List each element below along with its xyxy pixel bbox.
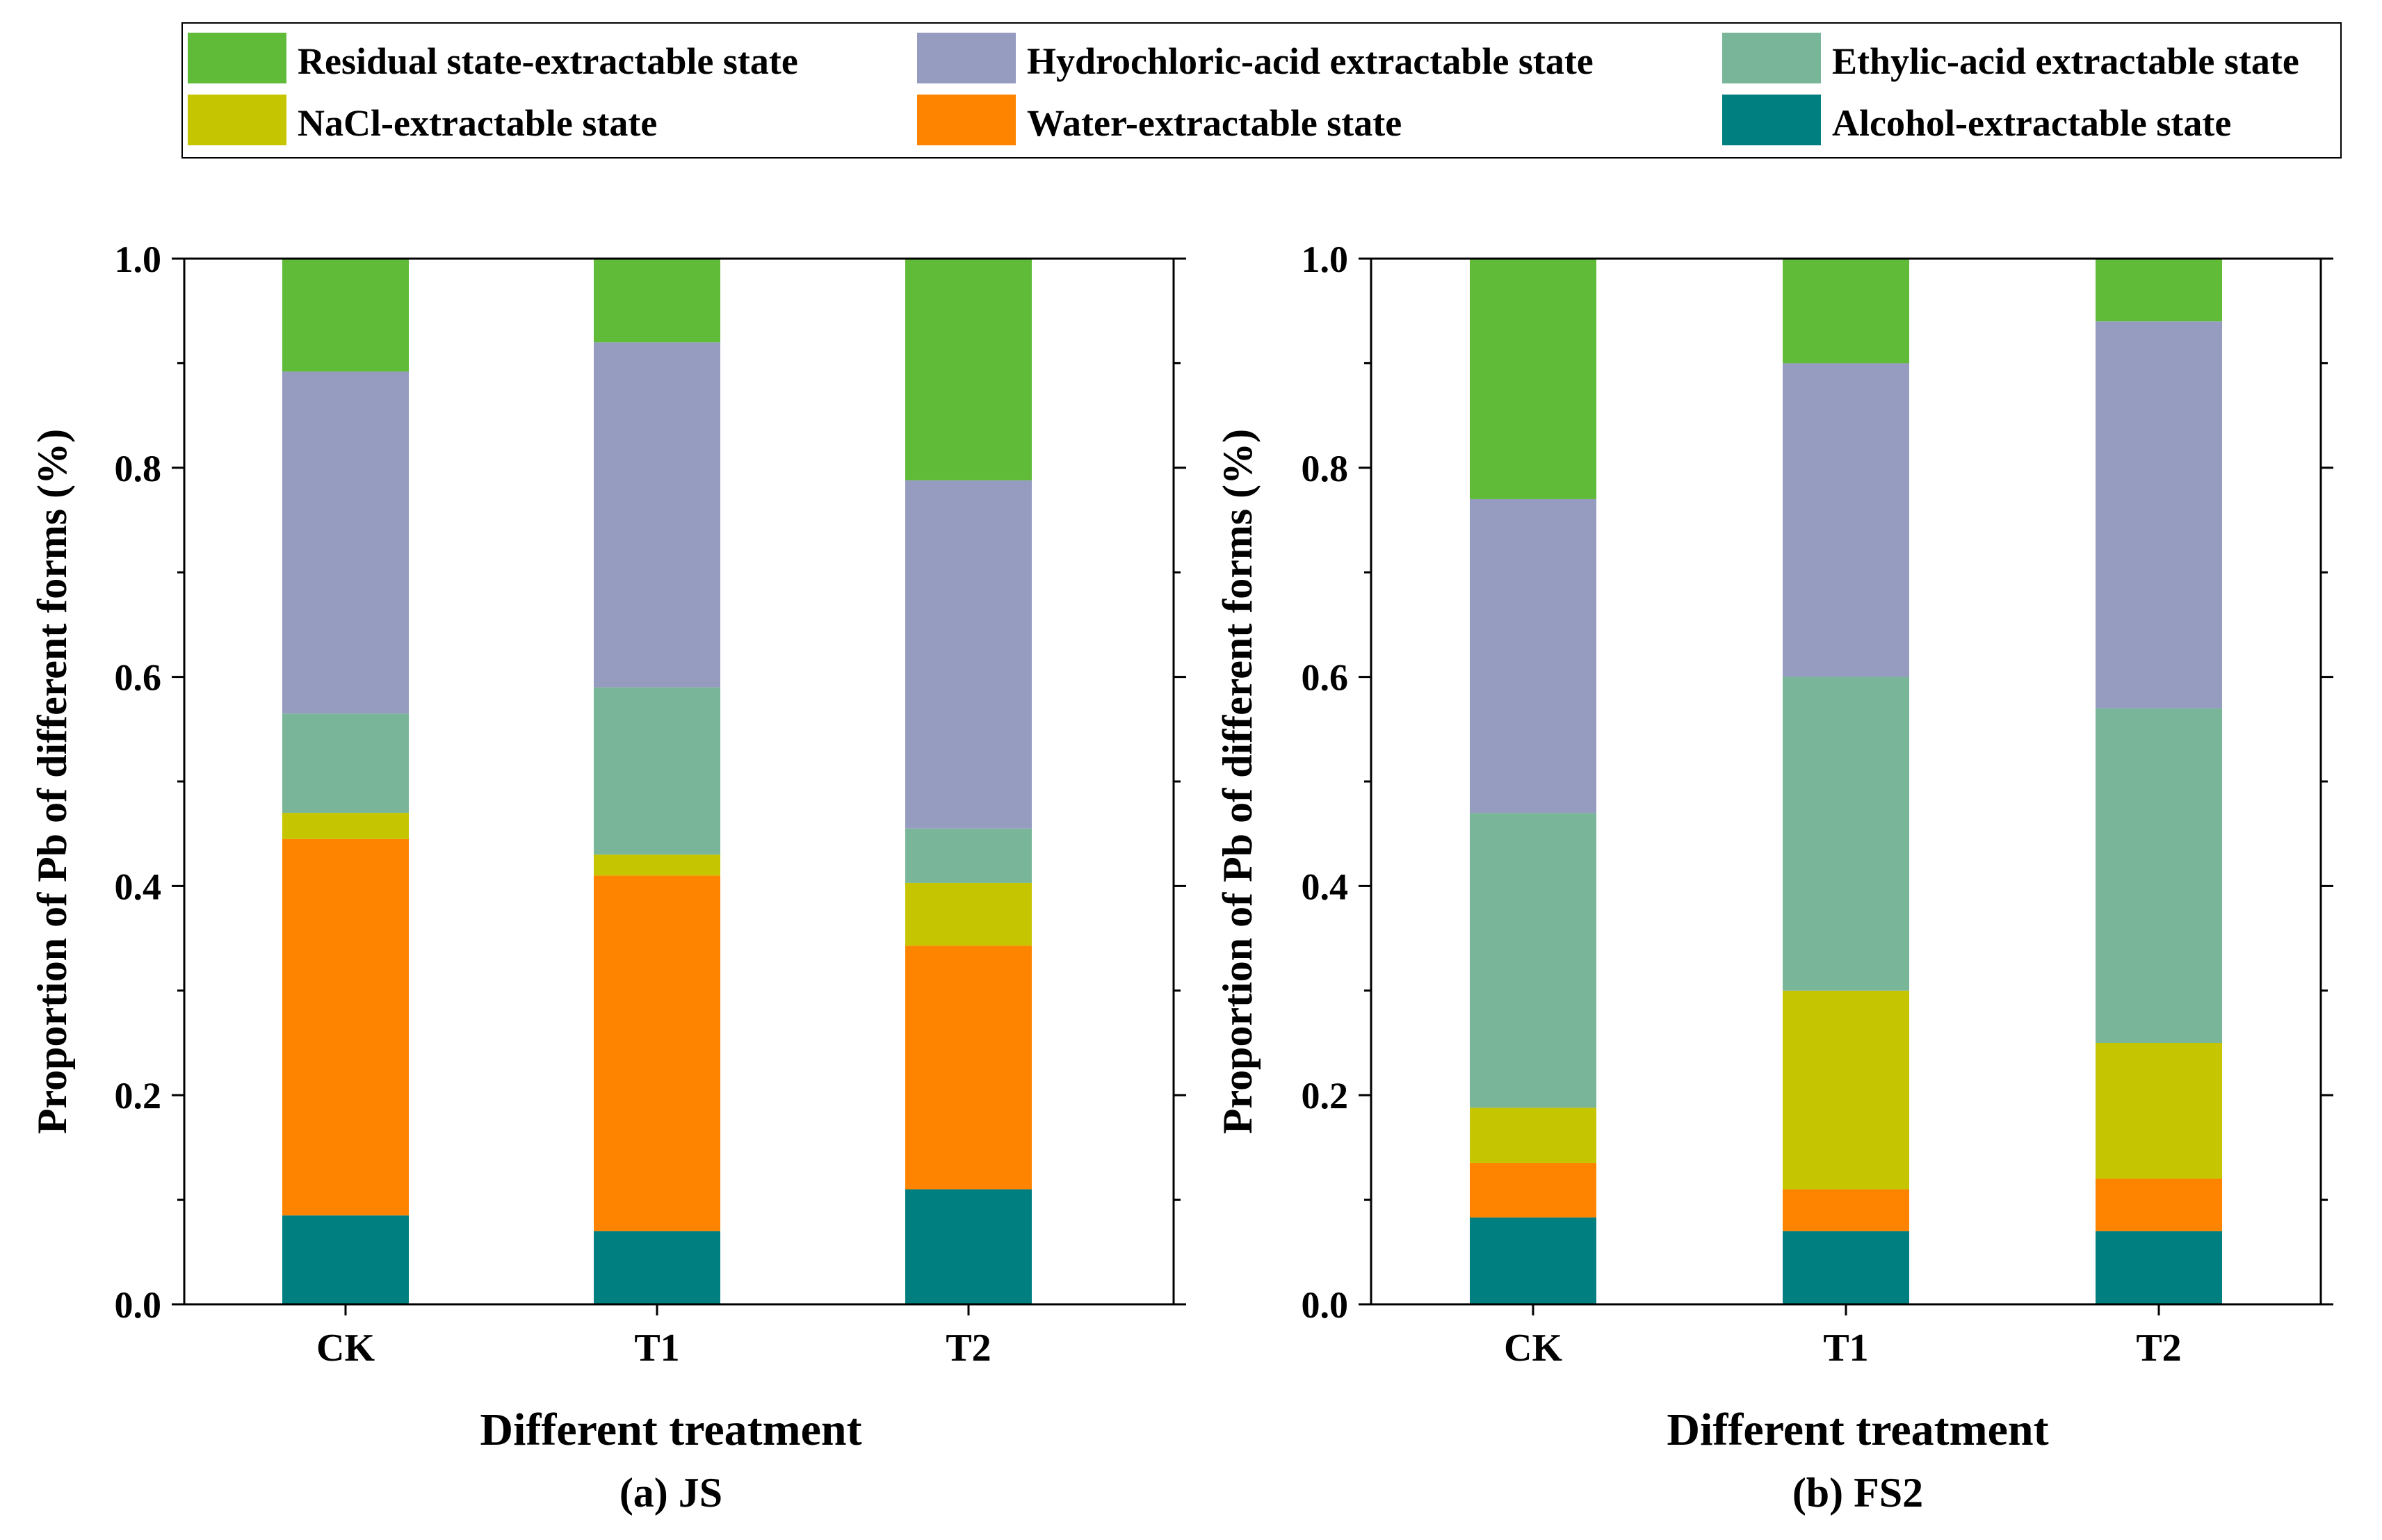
bar-segment — [594, 259, 720, 343]
legend-swatch — [917, 33, 1016, 83]
x-axis-label: Different treatment — [1667, 1404, 2048, 1455]
bar-segment — [282, 1215, 409, 1304]
y-tick-label: 0.6 — [1302, 657, 1349, 699]
legend-frame — [181, 22, 2342, 159]
legend-label: Residual state-extractable state — [298, 40, 798, 82]
y-tick-label: 1.0 — [1302, 238, 1349, 280]
bar-segment — [2096, 1231, 2222, 1304]
x-tick-label: CK — [1504, 1327, 1562, 1370]
legend-swatch — [1722, 95, 1821, 145]
legend-item: Hydrochloric-acid extractable state — [917, 33, 1594, 83]
bar-segment — [905, 828, 1032, 883]
legend-item: Residual state-extractable state — [188, 33, 798, 83]
bar-segment — [1470, 1108, 1596, 1163]
legend-swatch — [188, 95, 286, 145]
bar-segment — [2096, 1043, 2222, 1179]
bar-segment — [1783, 1231, 1909, 1304]
bar-segment — [1783, 990, 1909, 1190]
bar-segment — [282, 713, 409, 813]
bar-segment — [282, 371, 409, 714]
y-tick-label: 0.8 — [115, 448, 162, 489]
bar-segment — [2096, 321, 2222, 708]
y-axis: 0.0 0.2 0.4 0.6 0.8 1.0 — [1302, 238, 2333, 1326]
legend-label: NaCl-extractable state — [298, 102, 657, 144]
bars — [1470, 259, 2222, 1304]
y-axis-label: Proportion of Pb of different forms (%) — [1215, 429, 1261, 1134]
y-axis-label: Proportion of Pb of different forms (%) — [29, 429, 75, 1134]
x-tick-label: T2 — [946, 1327, 991, 1370]
bar-segment — [594, 342, 720, 688]
chart-panel-fs2: 0.0 0.2 0.4 0.6 0.8 1.0 CK T1 T2 Proportion of … — [1215, 238, 2333, 1516]
bar-segment — [2096, 1178, 2222, 1231]
y-tick-label: 0.6 — [115, 657, 162, 699]
bar-segment — [1783, 1189, 1909, 1231]
legend-label: Hydrochloric-acid extractable state — [1027, 40, 1594, 82]
x-tick-label: T2 — [2136, 1327, 2181, 1370]
chart-title: (b) FS2 — [1792, 1470, 1923, 1516]
bar-segment — [1783, 676, 1909, 991]
y-tick-label: 0.4 — [115, 866, 162, 907]
chart-title: (a) JS — [619, 1470, 722, 1516]
legend: Residual state-extractable state Hydroch… — [181, 22, 2342, 159]
bar-segment — [594, 854, 720, 876]
bar-segment — [905, 480, 1032, 829]
y-tick-label: 1.0 — [115, 238, 162, 280]
legend-label: Water-extractable state — [1027, 102, 1402, 144]
bar-segment — [594, 875, 720, 1231]
x-axis: CK T1 T2 — [1504, 1304, 2182, 1370]
bar-segment — [282, 813, 409, 839]
legend-swatch — [188, 33, 286, 83]
x-tick-label: T1 — [634, 1327, 679, 1370]
chart-panel-js: 0.0 0.2 0.4 0.6 0.8 1.0 CK T1 T2 Proportion of … — [29, 238, 1186, 1516]
y-tick-label: 0.2 — [115, 1075, 162, 1117]
legend-label: Alcohol-extractable state — [1832, 102, 2231, 144]
bar-segment — [594, 687, 720, 855]
bars — [282, 259, 1032, 1304]
bar-segment — [905, 1189, 1032, 1304]
y-tick-label: 0.8 — [1302, 448, 1349, 489]
bar-segment — [2096, 259, 2222, 322]
y-tick-label: 0.4 — [1302, 866, 1349, 907]
bar-segment — [1470, 259, 1596, 499]
bar-segment — [905, 882, 1032, 946]
legend-item: Water-extractable state — [917, 95, 1402, 145]
bar-segment — [905, 259, 1032, 480]
legend-item: Alcohol-extractable state — [1722, 95, 2231, 145]
legend-swatch — [917, 95, 1016, 145]
bar-segment — [1470, 1162, 1596, 1218]
bar-segment — [594, 1231, 720, 1304]
legend-item: NaCl-extractable state — [188, 95, 657, 145]
y-axis: 0.0 0.2 0.4 0.6 0.8 1.0 — [115, 238, 1186, 1326]
bar-segment — [2096, 708, 2222, 1043]
bar-segment — [1470, 499, 1596, 813]
bar-segment — [282, 259, 409, 372]
legend-swatch — [1722, 33, 1821, 83]
x-tick-label: CK — [316, 1327, 375, 1370]
x-axis-label: Different treatment — [480, 1404, 861, 1455]
legend-label: Ethylic-acid extractable state — [1832, 40, 2299, 82]
bar-segment — [282, 838, 409, 1216]
bar-segment — [905, 946, 1032, 1190]
bar-segment — [1783, 259, 1909, 364]
y-tick-label: 0.0 — [1302, 1284, 1349, 1326]
x-axis: CK T1 T2 — [316, 1304, 991, 1370]
bar-segment — [1470, 1217, 1596, 1304]
bar-segment — [1470, 813, 1596, 1108]
legend-item: Ethylic-acid extractable state — [1722, 33, 2299, 83]
y-tick-label: 0.0 — [115, 1284, 162, 1326]
y-tick-label: 0.2 — [1302, 1075, 1349, 1117]
bar-segment — [1783, 363, 1909, 677]
x-tick-label: T1 — [1823, 1327, 1868, 1370]
